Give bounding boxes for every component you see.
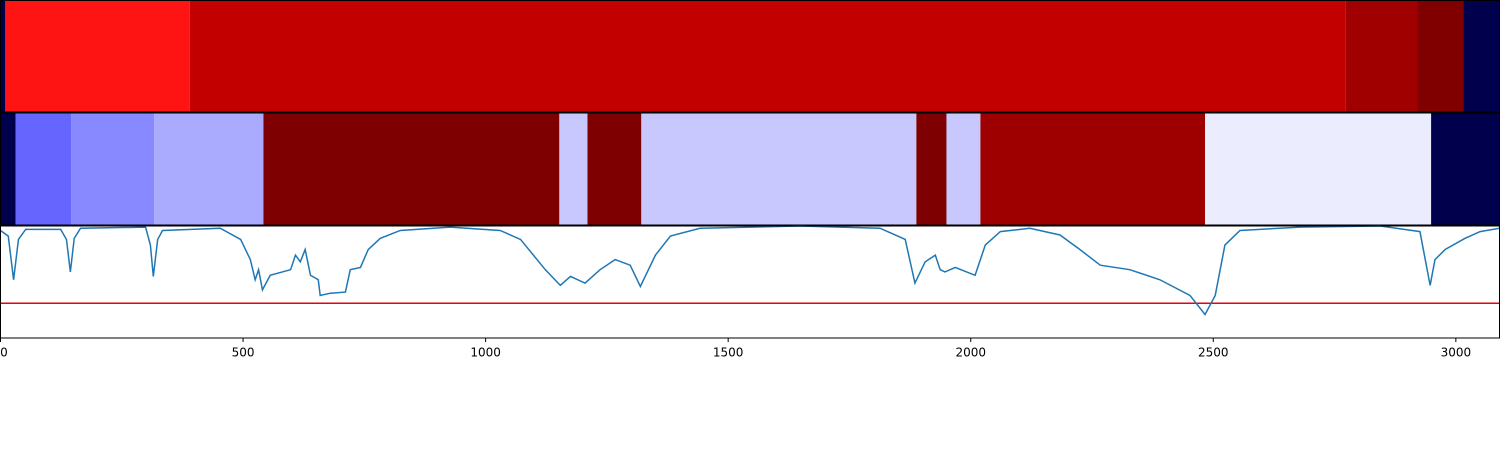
x-tick-label: 1000 [470,346,501,360]
x-tick-label: 2000 [955,346,986,360]
segment [154,113,264,225]
x-tick-label: 500 [232,346,255,360]
segment [980,113,1206,225]
segment [1345,0,1418,112]
segment [641,113,917,225]
segment [946,113,981,225]
line-series [0,225,1500,316]
segment [0,113,16,225]
segment [587,113,642,225]
x-tick-label: 3000 [1441,346,1472,360]
x-tick-label: 2500 [1198,346,1229,360]
segment [263,113,560,225]
segment [15,113,72,225]
x-tick-label: 1500 [713,346,744,360]
segment [1431,113,1500,225]
segment [5,0,190,112]
segment [71,113,155,225]
segment [1417,0,1464,112]
segment [0,0,6,112]
segment [1463,0,1500,112]
segment [559,113,588,225]
segment [189,0,1346,112]
x-tick-label: 0 [0,346,8,360]
segment [1205,113,1432,225]
segment [916,113,947,225]
axes-frame [0,225,1500,339]
